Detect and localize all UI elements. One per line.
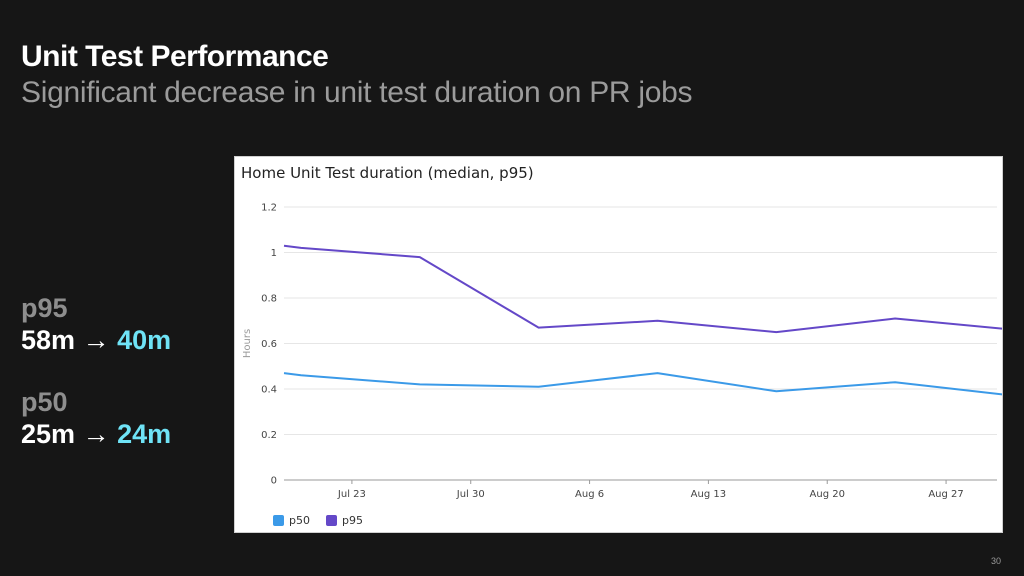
x-tick-label: Jul 30 xyxy=(456,489,485,500)
arrow-icon: → xyxy=(82,325,110,355)
legend-swatch-p50 xyxy=(273,515,284,526)
metric-label: p50 xyxy=(21,387,68,417)
x-tick-label: Jul 23 xyxy=(337,489,366,500)
x-tick-label: Aug 13 xyxy=(691,489,726,500)
y-tick-label: 0.6 xyxy=(261,339,277,350)
metric-label: p95 xyxy=(21,293,68,323)
metric-old-value: 58m xyxy=(21,325,76,355)
x-tick-label: Aug 20 xyxy=(810,489,845,500)
legend-swatch-p95 xyxy=(325,515,337,526)
y-tick-label: 1.2 xyxy=(261,203,277,214)
legend-label-p50: p50 xyxy=(289,514,310,527)
metric-old-value: 25m xyxy=(21,419,76,449)
slide-subtitle: Significant decrease in unit test durati… xyxy=(21,76,693,109)
legend-item-p95[interactable]: p95 xyxy=(325,514,363,527)
legend-label-p95: p95 xyxy=(341,514,363,527)
chart-title: Home Unit Test duration (median, p95) xyxy=(241,164,534,182)
metric-p95: p95 58m → 40m xyxy=(21,292,171,356)
chart-legend: p50 p95 xyxy=(273,514,363,527)
y-tick-label: 0.8 xyxy=(261,294,277,305)
slide-title: Unit Test Performance xyxy=(21,40,329,73)
x-tick-label: Aug 6 xyxy=(575,489,604,500)
y-axis-title: Hours xyxy=(242,329,253,358)
y-tick-label: 1 xyxy=(271,248,277,259)
arrow-icon: → xyxy=(82,419,110,449)
y-tick-label: 0.4 xyxy=(261,385,277,396)
metric-value: 58m → 40m xyxy=(21,324,171,356)
metric-new-value: 40m xyxy=(117,325,172,355)
x-tick-label: Aug 27 xyxy=(928,489,963,500)
metric-value: 25m → 24m xyxy=(21,418,171,450)
metric-p50: p50 25m → 24m xyxy=(21,386,171,450)
legend-item-p50[interactable]: p50 xyxy=(273,514,310,527)
line-chart: 0 0.2 0.4 0.6 0.8 1 1.2 Hours Jul 23 Jul 30 Aug 6 A… xyxy=(242,203,1002,500)
series-line-p95 xyxy=(283,244,1002,334)
y-tick-label: 0 xyxy=(271,476,277,487)
metric-new-value: 24m xyxy=(117,419,172,449)
series-line-p50 xyxy=(283,372,1002,396)
page-number: 30 xyxy=(990,556,1001,566)
y-tick-label: 0.2 xyxy=(261,430,277,441)
